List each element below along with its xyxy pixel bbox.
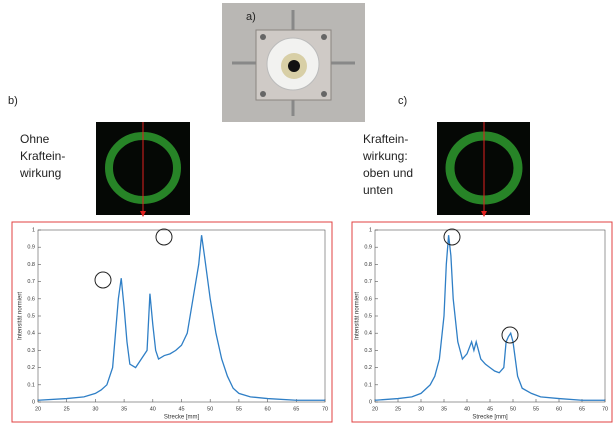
- data-line: [374, 235, 605, 401]
- y-tick-label: 0.7: [364, 279, 372, 285]
- x-tick-label: 60: [265, 406, 271, 412]
- caption-line: wirkung: [19, 166, 61, 180]
- x-tick-label: 70: [322, 406, 328, 412]
- caption-line: unten: [363, 183, 393, 197]
- x-tick-label: 25: [395, 406, 401, 412]
- ring-image: [96, 122, 190, 217]
- x-tick-label: 30: [92, 406, 98, 412]
- y-tick-label: 0.6: [27, 296, 35, 302]
- x-tick-label: 20: [372, 406, 378, 412]
- y-tick-label: 0.4: [364, 331, 372, 337]
- y-tick-label: 1: [369, 227, 372, 233]
- x-tick-label: 45: [487, 406, 493, 412]
- data-line: [37, 235, 325, 401]
- y-tick-label: 0: [369, 399, 372, 405]
- annotation-circle: [155, 228, 173, 246]
- caption-line: Ohne: [20, 132, 50, 146]
- x-tick-label: 60: [556, 406, 562, 412]
- y-tick-label: 0.1: [27, 382, 35, 388]
- plots: 0 0.1 0.2 0.3 0.4 0.5 0.6 0.7 0.8 0.9 1 20 25 30 35 40 4…: [18, 227, 608, 420]
- y-tick-label: 0.1: [364, 382, 372, 388]
- caption-line: oben und: [363, 166, 413, 180]
- x-tick-label: 65: [579, 406, 585, 412]
- y-tick-label: 0.3: [364, 348, 372, 354]
- plot-area: [374, 229, 606, 403]
- panel-label: b): [8, 95, 18, 107]
- y-tick-label: 0.9: [364, 245, 372, 251]
- x-tick-label: 40: [464, 406, 470, 412]
- y-tick-label: 0.9: [27, 245, 35, 251]
- x-tick-label: 45: [178, 406, 184, 412]
- caption-line: wirkung:: [362, 149, 408, 163]
- plot-area: [37, 229, 326, 403]
- y-tick-label: 0.3: [27, 348, 35, 354]
- x-tick-label: 40: [150, 406, 156, 412]
- x-tick-label: 30: [418, 406, 424, 412]
- captions: Ohne Kraftein-wirkung Kraftein-wirkung: obe…: [19, 132, 413, 197]
- photo: [222, 3, 365, 122]
- x-axis-label: Strecke [mm]: [472, 415, 508, 421]
- x-tick-label: 55: [236, 406, 242, 412]
- annotation-circle: [443, 228, 461, 246]
- y-tick-label: 0.5: [27, 313, 35, 319]
- x-tick-label: 50: [207, 406, 213, 412]
- x-tick-label: 70: [602, 406, 608, 412]
- y-tick-label: 0.2: [364, 365, 372, 371]
- y-tick-label: 0: [32, 399, 35, 405]
- y-tick-label: 0.4: [27, 331, 35, 337]
- panel-label: a): [246, 11, 256, 23]
- x-tick-label: 25: [64, 406, 70, 412]
- y-tick-label: 0.8: [364, 262, 372, 268]
- x-tick-label: 35: [121, 406, 127, 412]
- panel-label: c): [398, 95, 407, 107]
- y-axis-label: Intensität normiert: [355, 292, 361, 340]
- y-tick-label: 0.8: [27, 262, 35, 268]
- y-tick-label: 0.7: [27, 279, 35, 285]
- ring-image: [437, 122, 530, 217]
- x-tick-label: 65: [293, 406, 299, 412]
- x-tick-label: 50: [510, 406, 516, 412]
- x-tick-label: 35: [441, 406, 447, 412]
- x-tick-label: 55: [533, 406, 539, 412]
- y-tick-label: 0.5: [364, 313, 372, 319]
- annotation-circle: [94, 271, 112, 289]
- y-axis-label: Intensität normiert: [18, 292, 24, 340]
- y-tick-label: 0.2: [27, 365, 35, 371]
- caption-line: Kraftein-: [20, 149, 65, 163]
- y-tick-label: 0.6: [364, 296, 372, 302]
- annotation-circle: [501, 326, 519, 344]
- y-tick-label: 1: [32, 227, 35, 233]
- caption-line: Kraftein-: [363, 132, 408, 146]
- x-tick-label: 20: [35, 406, 41, 412]
- x-axis-label: Strecke [mm]: [164, 415, 200, 421]
